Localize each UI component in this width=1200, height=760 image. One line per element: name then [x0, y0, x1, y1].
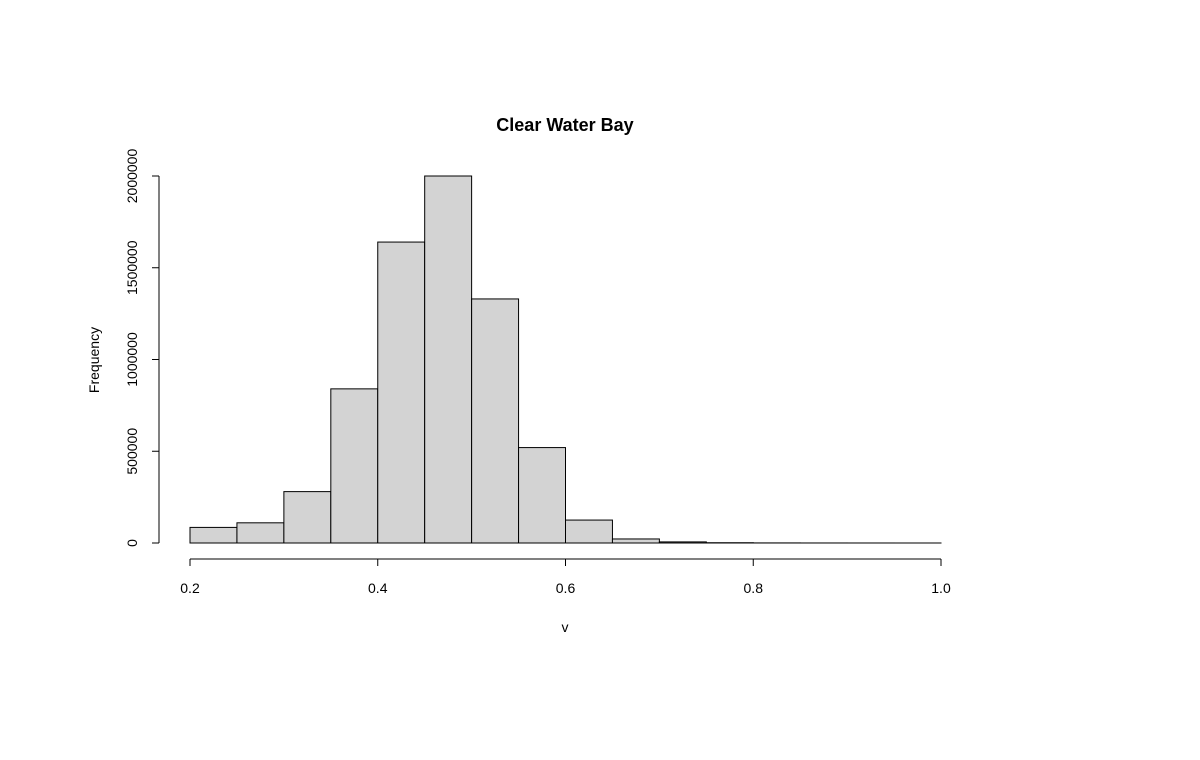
- histogram-bar: [424, 175, 473, 544]
- x-tick-label: 0.6: [556, 580, 576, 596]
- x-tick-label: 1.0: [931, 580, 951, 596]
- histogram-bar: [518, 447, 566, 544]
- histogram-bar: [283, 491, 332, 544]
- histogram-bar: [330, 388, 379, 544]
- x-tick-label: 0.2: [180, 580, 200, 596]
- bars-group: [189, 175, 942, 544]
- x-axis: 0.2 0.4 0.6 0.8 1.0: [180, 558, 951, 596]
- y-tick-label: 0: [124, 539, 140, 547]
- x-tick-label: 0.8: [744, 580, 764, 596]
- y-tick-label: 1000000: [124, 332, 140, 387]
- y-axis-label: Frequency: [86, 327, 102, 393]
- histogram-bar: [471, 298, 520, 544]
- histogram-bar: [377, 241, 426, 544]
- y-tick-label: 500000: [124, 428, 140, 475]
- y-tick-label: 1500000: [124, 240, 140, 295]
- histogram-bar: [236, 522, 285, 544]
- y-axis: 0 500000 1000000 1500000 2000000: [124, 149, 160, 547]
- chart-title: Clear Water Bay: [496, 115, 633, 135]
- histogram-bar: [189, 526, 238, 544]
- x-tick-label: 0.4: [368, 580, 388, 596]
- histogram-bar: [565, 519, 613, 544]
- y-tick-label: 2000000: [124, 149, 140, 204]
- histogram-bar: [658, 541, 707, 544]
- histogram-bar: [611, 538, 660, 544]
- x-axis-label: v: [562, 619, 569, 635]
